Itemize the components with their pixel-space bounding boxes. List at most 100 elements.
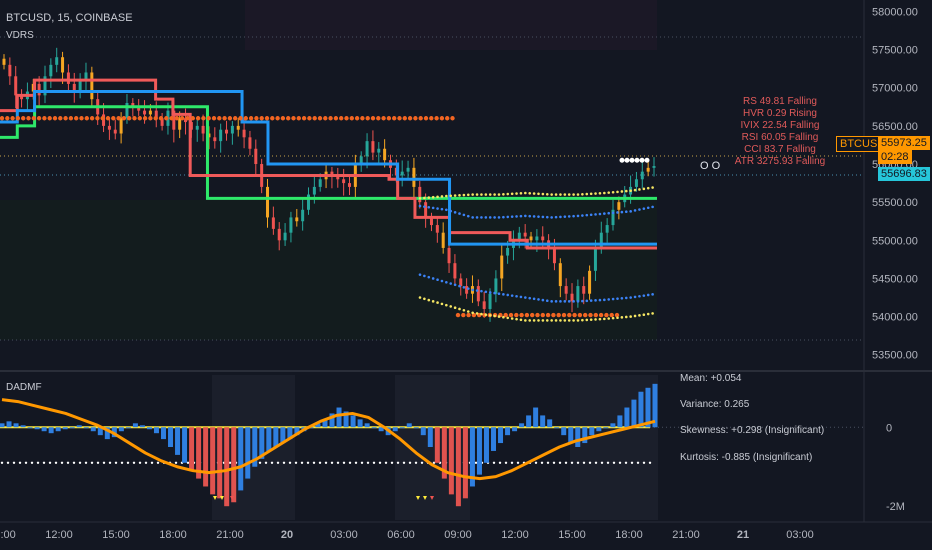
orange-level-dot: [402, 116, 407, 121]
dadmf-indicator-label[interactable]: DADMF: [6, 382, 42, 393]
yellow-upper-band-dot: [620, 190, 624, 193]
yellow-lower-band-dot: [545, 319, 549, 322]
yellow-lower-band-dot: [589, 318, 593, 321]
histogram-bar: [125, 427, 131, 429]
candle-body: [154, 110, 158, 119]
candle-body: [488, 293, 492, 309]
vdrs-indicator-label[interactable]: VDRS: [6, 30, 34, 41]
dotted-level-dot: [102, 461, 106, 464]
candle-body: [160, 118, 164, 126]
candle-body: [49, 64, 53, 77]
blue-lower-band-dot: [638, 294, 641, 298]
time-tick-label: 20: [281, 529, 293, 541]
yellow-lower-band-dot: [563, 319, 567, 322]
dotted-level-dot: [294, 461, 298, 464]
orange-level-dot: [121, 116, 127, 121]
dotted-level-dot: [498, 461, 502, 464]
indicator-row: RSI 60.05 Falling: [741, 132, 819, 143]
price-tick-label: 55000.00: [872, 235, 918, 247]
time-tick-label: 15:00: [102, 529, 130, 541]
orange-level-dot: [111, 116, 116, 121]
yellow-lower-band-dot: [646, 312, 650, 316]
symbol-title[interactable]: BTCUSD, 15, COINBASE: [6, 12, 133, 24]
blue-mid-band-dot: [651, 205, 654, 209]
histogram-bar: [48, 427, 54, 434]
blue-lower-band-dot: [484, 290, 488, 294]
sub-tick-label: -2M: [886, 501, 905, 513]
yellow-upper-band-dot: [475, 193, 479, 196]
blue-mid-band-dot: [493, 216, 496, 219]
histogram-bar: [146, 427, 152, 430]
blue-mid-band-dot: [646, 206, 650, 210]
blue-lower-band-dot: [528, 296, 532, 300]
blue-lower-band-dot: [506, 293, 510, 297]
time-tick-label: 03:00: [330, 529, 358, 541]
candle-body: [289, 217, 293, 233]
yellow-upper-band-dot: [466, 193, 470, 197]
blue-lower-band-dot: [488, 291, 492, 294]
histogram-bar: [455, 427, 461, 507]
histogram-bar: [498, 427, 504, 444]
candle-body: [225, 129, 229, 134]
blue-mid-band-dot: [449, 209, 453, 213]
orange-level-dot: [286, 116, 291, 121]
candle-body: [605, 225, 609, 233]
blue-lower-band-dot: [427, 275, 431, 279]
candle-body: [640, 171, 644, 180]
blue-lower-band-dot: [462, 286, 466, 289]
candle-body: [412, 167, 416, 187]
histogram-bar: [139, 425, 145, 428]
blue-mid-band-dot: [624, 210, 628, 214]
smoothed-curve: [1, 398, 656, 481]
dotted-level-dot: [570, 461, 574, 464]
blue-lower-band-dot: [502, 293, 505, 296]
dotted-level-dot: [390, 461, 394, 464]
histogram-bar: [392, 427, 398, 432]
dotted-level-dot: [78, 461, 82, 464]
indicator-row: IVIX 22.54 Falling: [740, 120, 820, 131]
orange-level-dot: [95, 116, 100, 121]
yellow-upper-band-dot: [471, 193, 474, 196]
histogram-bar: [476, 427, 482, 475]
sub-tick-label: 0: [886, 422, 892, 434]
yellow-upper-band-dot: [436, 195, 439, 199]
dotted-level-dot: [300, 461, 304, 464]
blue-lower-band-dot: [581, 299, 584, 303]
candle-body: [593, 247, 597, 271]
orange-level-dot: [127, 116, 132, 121]
yellow-upper-band-dot: [488, 193, 492, 196]
zone-shade: [0, 200, 657, 340]
orange-level-dot: [238, 116, 243, 121]
orange-level-dot: [445, 116, 450, 121]
dotted-level-dot: [90, 461, 94, 464]
blue-lower-band-dot: [453, 283, 457, 287]
yellow-lower-band-dot: [528, 319, 532, 322]
orange-level-dot: [148, 116, 153, 121]
blue-mid-band-dot: [510, 215, 514, 218]
orange-level-dot: [21, 116, 26, 121]
histogram-bar: [617, 415, 623, 428]
dotted-level-dot: [42, 461, 46, 464]
histogram-bar: [561, 427, 567, 436]
blue-lower-band-dot: [436, 278, 439, 282]
dotted-level-dot: [66, 461, 70, 464]
yellow-lower-band-dot: [620, 316, 624, 319]
histogram-bar: [427, 427, 433, 447]
orange-level-dot: [201, 116, 206, 121]
candle-body: [447, 247, 451, 264]
blue-lower-band-dot: [585, 299, 589, 303]
dotted-level-dot: [420, 461, 424, 464]
yellow-lower-band-dot: [524, 319, 527, 322]
white-dot: [639, 157, 645, 163]
orange-level-dot: [89, 116, 95, 121]
dotted-level-dot: [306, 461, 310, 464]
blue-mid-band-dot: [453, 211, 457, 214]
blue-lower-band-dot: [431, 277, 435, 280]
candle-body: [646, 167, 650, 172]
histogram-bar: [596, 427, 602, 432]
histogram-bar: [483, 427, 489, 463]
dotted-level-dot: [588, 461, 592, 464]
stat-mean: Mean: +0.054: [680, 373, 742, 384]
orange-level-dot: [392, 116, 397, 121]
